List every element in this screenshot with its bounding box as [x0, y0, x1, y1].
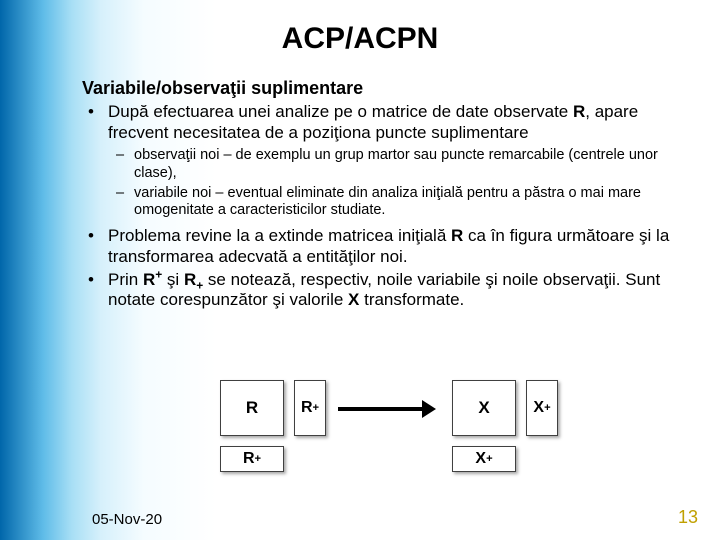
box-R-sub: R+: [220, 446, 284, 472]
sub-bullet-2: variabile noi – eventual eliminate din a…: [116, 185, 687, 220]
matrix-diagram: R R+ R+ X X+ X+: [220, 380, 650, 500]
arrow-icon: [338, 400, 438, 418]
box-R-sup: R+: [294, 380, 326, 436]
bullet-3-mid: şi: [162, 270, 184, 289]
arrow-head: [422, 400, 436, 418]
bullet-2-R: R: [451, 226, 463, 245]
box-R-sup-letter: R: [301, 399, 313, 417]
bullet-2-text-a: Problema revine la a extinde matricea in…: [108, 226, 451, 245]
content-block: Variabile/observaţii suplimentare După e…: [82, 78, 687, 313]
sub-bullets: observaţii noi – de exemplu un grup mart…: [116, 147, 687, 220]
bullet-1: După efectuarea unei analize pe o matric…: [82, 102, 687, 143]
bullet-3-X: X: [348, 290, 359, 309]
bullet-3-Rsub: R+: [184, 270, 203, 289]
box-X: X: [452, 380, 516, 436]
box-X-sup: X+: [526, 380, 558, 436]
bullet-3-text-a: Prin: [108, 270, 143, 289]
subtitle: Variabile/observaţii suplimentare: [82, 78, 687, 100]
b3-R1: R: [143, 270, 155, 289]
arrow-line: [338, 407, 424, 411]
bullet-3-Rsup: R+: [143, 270, 162, 289]
bullet-1-text-a: După efectuarea unei analize pe o matric…: [108, 102, 573, 121]
box-R-sub-letter: R: [243, 450, 255, 468]
sub-bullet-1: observaţii noi – de exemplu un grup mart…: [116, 147, 687, 182]
box-X-sub-letter: X: [475, 450, 486, 468]
slide-title: ACP/ACPN: [0, 22, 720, 56]
footer-page-number: 13: [678, 507, 698, 528]
box-R: R: [220, 380, 284, 436]
bullet-1-R: R: [573, 102, 585, 121]
footer-date: 05-Nov-20: [92, 511, 162, 528]
bullet-2: Problema revine la a extinde matricea in…: [82, 226, 687, 267]
box-X-sub: X+: [452, 446, 516, 472]
box-X-sup-letter: X: [533, 399, 544, 417]
bullet-3-text-c: transformate.: [359, 290, 464, 309]
bullet-3: Prin R+ şi R+ se notează, respectiv, noi…: [82, 270, 687, 311]
slide: ACP/ACPN Variabile/observaţii suplimenta…: [0, 0, 720, 540]
b3-R2: R: [184, 270, 196, 289]
